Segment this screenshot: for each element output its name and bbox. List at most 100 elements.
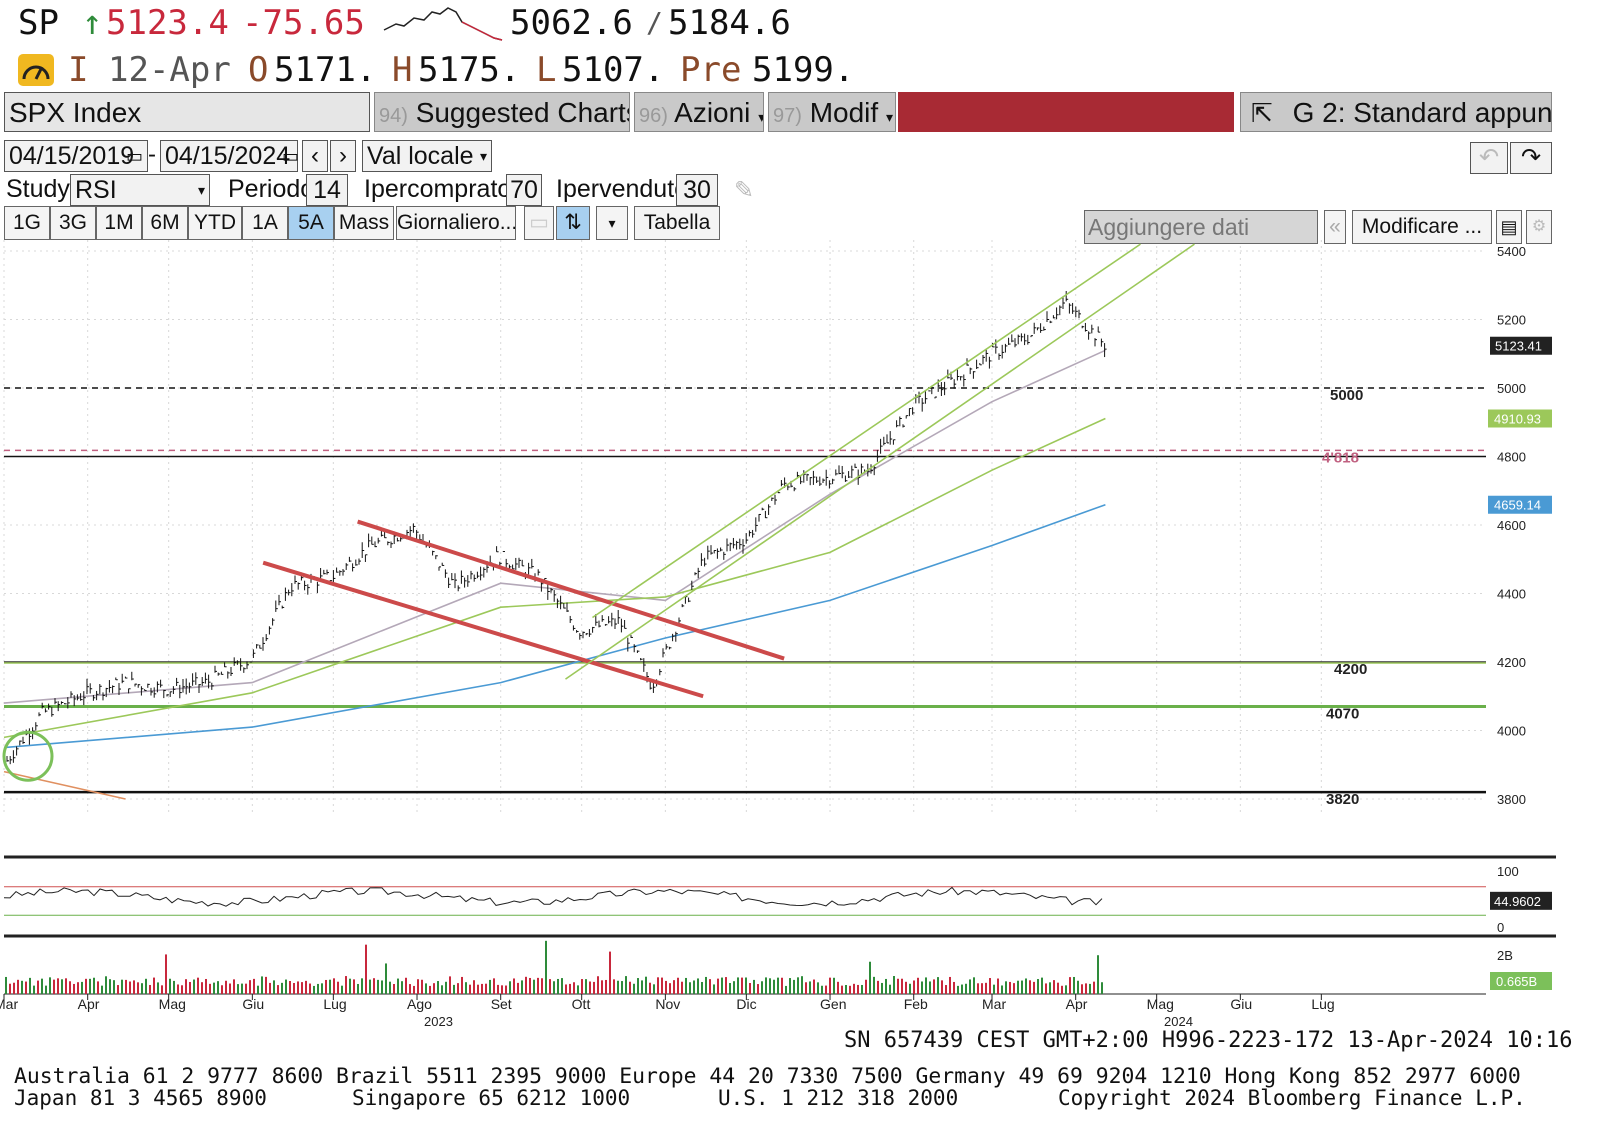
double-chevron-left-icon[interactable]: « [1324, 210, 1346, 244]
chevron-down-icon: ▾ [197, 182, 205, 198]
day-low-range: 5062.6 [510, 3, 633, 43]
rsi-last-tag [1490, 891, 1552, 910]
frequency-select[interactable]: Giornaliero... [396, 206, 516, 240]
level-label: 5000 [1330, 387, 1363, 404]
quote-date: 12-Apr [108, 50, 231, 90]
period-3g-button[interactable]: 3G [50, 206, 96, 240]
last-price-label: 5123.41 [1495, 339, 1542, 354]
modif-label: Modif [809, 97, 879, 128]
suggested-charts-number: 94) [379, 105, 408, 127]
y-tick-label: 5200 [1497, 313, 1526, 328]
moving-average-line [3, 349, 1106, 704]
copyright: Copyright 2024 Bloomberg Finance L.P. [1058, 1086, 1526, 1110]
currency-value: Val locale [367, 142, 474, 170]
period-ytd-button[interactable]: YTD [188, 206, 242, 240]
chart-style-icon[interactable]: ⇅ [556, 206, 590, 240]
oversold-input[interactable]: 30 [676, 174, 718, 206]
modify-button[interactable]: Modificare ... [1352, 210, 1492, 244]
x-tick-label: Dic [736, 996, 756, 1012]
bar-type-icon[interactable]: ▭ [524, 206, 554, 240]
chevron-down-icon[interactable]: ▾ [596, 206, 628, 240]
net-change: -75.65 [242, 3, 365, 43]
level-label: 3820 [1326, 791, 1359, 808]
undo-icon[interactable]: ↶ [1470, 142, 1508, 174]
modif-menu[interactable]: 97) Modif ▾ [768, 92, 896, 132]
x-tick-label: Set [491, 996, 512, 1012]
level-label: 4'818 [1322, 449, 1359, 466]
table-button[interactable]: Tabella [634, 206, 720, 240]
x-tick-label: Mag [159, 996, 186, 1012]
chevron-down-icon: ▾ [479, 148, 487, 164]
trendline [262, 560, 704, 699]
start-date-input[interactable]: 04/15/2019 [4, 140, 148, 172]
calendar-icon[interactable]: ▭ [126, 146, 144, 166]
pencil-icon[interactable]: ✎ [734, 177, 755, 204]
y-tick-label: 5000 [1497, 381, 1526, 396]
trendline [3, 770, 126, 800]
low-label: L [536, 50, 557, 90]
previous-arrow-icon[interactable]: ‹ [302, 140, 328, 172]
x-tick-label: Ott [572, 996, 591, 1012]
pre-value: 5199. [752, 50, 855, 90]
period-6m-button[interactable]: 6M [142, 206, 188, 240]
overbought-label: Ipercomprato [364, 175, 512, 203]
date-dash: - [148, 141, 156, 168]
next-arrow-icon[interactable]: › [330, 140, 356, 172]
open-value: 5171. [274, 50, 377, 90]
period-1m-button[interactable]: 1M [96, 206, 142, 240]
azioni-menu[interactable]: 96) Azioni ▾ [634, 92, 764, 132]
security-field[interactable]: SPX Index [4, 92, 370, 132]
study-select[interactable]: RSI ▾ [70, 174, 210, 206]
trendline [565, 243, 1195, 680]
speedometer-icon[interactable] [18, 54, 54, 86]
y-tick-label: 4600 [1497, 518, 1526, 533]
chart-settings-icon[interactable]: ▤ [1496, 210, 1522, 244]
period-max-button[interactable]: Mass [334, 206, 394, 240]
up-arrow-icon: ↑ [82, 3, 103, 43]
period-1a-button[interactable]: 1A [242, 206, 288, 240]
calendar-icon[interactable]: ▭ [282, 146, 300, 166]
low-value: 5107. [562, 50, 665, 90]
y-tick-label: 4400 [1497, 587, 1526, 602]
oversold-label: Ipervenduto [556, 175, 689, 203]
day-high-range: 5184.6 [668, 3, 791, 43]
currency-select[interactable]: Val locale ▾ [362, 140, 492, 172]
chevron-down-icon: ▾ [885, 109, 893, 125]
launch-icon: ⇱ [1251, 98, 1273, 128]
volume-last-tag [1490, 972, 1552, 990]
ma-last-value-label: 4659.14 [1494, 498, 1541, 513]
rsi-line [3, 886, 1103, 907]
x-tick-label: Gen [820, 996, 846, 1012]
volume-last-label: 0.665B [1496, 974, 1537, 989]
period-5a-button[interactable]: 5A [288, 206, 334, 240]
high-label: H [392, 50, 413, 90]
study-value: RSI [75, 176, 117, 204]
quote-flag: I [68, 50, 89, 90]
x-tick-label: Mar [982, 996, 1006, 1012]
level-label: 4200 [1334, 661, 1367, 678]
period-1g-button[interactable]: 1G [4, 206, 50, 240]
overbought-input[interactable]: 70 [506, 174, 542, 206]
redo-icon[interactable]: ↷ [1510, 142, 1552, 174]
trendline [592, 243, 1141, 619]
price-chart: 3800 4000 4200 4400 4600 4800 5000 5200 5400 5000… [0, 240, 1556, 1029]
add-data-input[interactable]: Aggiungere dati [1084, 210, 1318, 244]
x-tick-label: Giu [1230, 996, 1252, 1012]
x-tick-label: Giu [242, 996, 264, 1012]
period-input[interactable]: 14 [306, 174, 348, 206]
end-date-input[interactable]: 04/15/2024 [160, 140, 298, 172]
x-tick-label: Nov [655, 996, 680, 1012]
pre-label: Pre [680, 50, 742, 90]
moving-average-line [3, 417, 1106, 739]
x-tick-label: Mag [1147, 996, 1174, 1012]
rsi-tick-label: 100 [1497, 864, 1519, 879]
contact-line-1: Australia 61 2 9777 8600 Brazil 5511 239… [14, 1064, 1521, 1089]
gear-icon[interactable]: ⚙ [1526, 210, 1552, 244]
period-label: Periodo [228, 175, 315, 203]
x-tick-label: Mar [0, 996, 18, 1012]
chart-template-selector[interactable]: ⇱ G 2: Standard appunti [1240, 92, 1552, 132]
level-label: 4070 [1326, 706, 1359, 723]
suggested-charts-menu[interactable]: 94) Suggested Charts ▾ [374, 92, 630, 132]
sparkline-icon [383, 7, 503, 41]
range-separator: / [646, 6, 663, 39]
